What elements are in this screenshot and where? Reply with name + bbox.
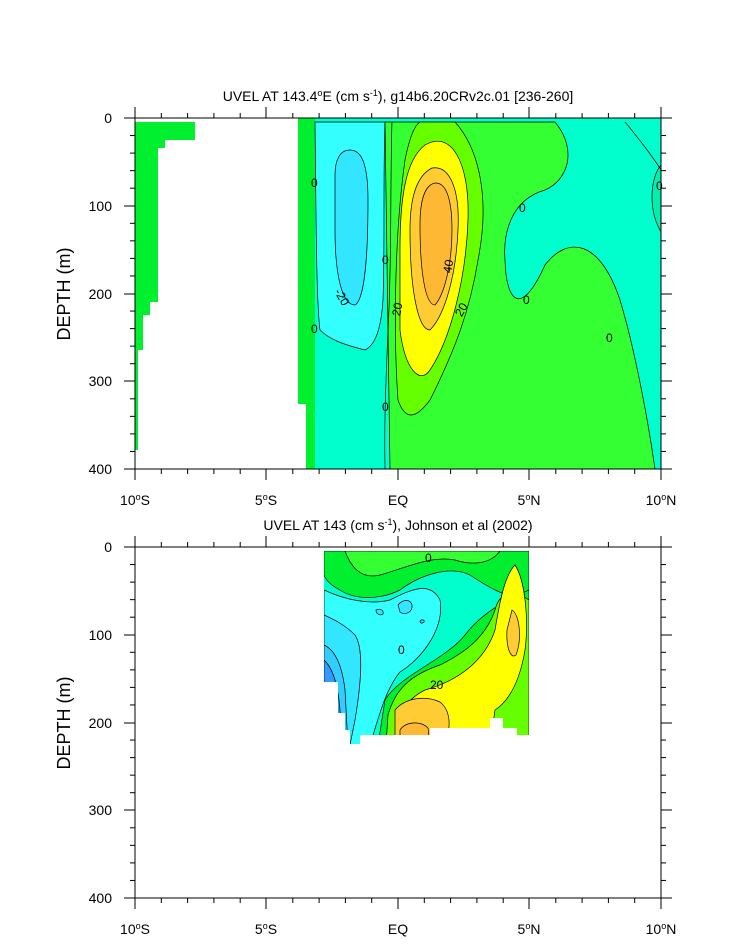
bottom-clabel-2: 0 <box>398 643 405 657</box>
bottom-xtick-5s: 5oS <box>255 921 277 937</box>
bottom-gold-south <box>394 697 450 744</box>
bottom-blob-2 <box>375 608 384 616</box>
top-ytick-0: 0 <box>104 110 112 126</box>
top-clabel-11: 0 <box>606 331 613 345</box>
bottom-minor-ticks <box>130 542 666 903</box>
top-xtick-5n: 5oN <box>518 492 541 508</box>
top-land-mask-left <box>195 122 306 469</box>
bottom-orange <box>399 722 431 744</box>
top-clabel-6: 20 <box>389 301 405 317</box>
bottom-blob-1 <box>397 600 413 614</box>
top-xtick-10s: 10oS <box>120 492 150 508</box>
bottom-ylabel: DEPTH (m) <box>54 677 74 770</box>
top-clabel-4: 0 <box>382 253 389 267</box>
top-xtick-eq: EQ <box>388 492 408 508</box>
bottom-ytick-300: 300 <box>89 802 113 818</box>
top-minus20-core <box>334 149 369 306</box>
top-west-strip <box>135 122 195 450</box>
bottom-x-tick-labels: 10oS 5oS EQ 5oN 10oN <box>120 921 676 937</box>
top-clabel-10: 0 <box>523 293 530 307</box>
top-land-mask-left2 <box>135 352 143 469</box>
top-clabel-7: 40 <box>440 258 456 274</box>
top-contour-fill <box>135 118 661 469</box>
bottom-blob-3 <box>419 619 425 624</box>
top-clabel-9: 0 <box>519 201 526 215</box>
top-ytick-100: 100 <box>89 198 113 214</box>
top-zero-line-equator <box>384 121 393 469</box>
bottom-contour-labels: 0 0 20 <box>398 551 444 692</box>
top-ytick-300: 300 <box>89 373 113 389</box>
top-clabel-1: 0 <box>311 176 318 190</box>
top-panel: UVEL AT 143.4oE (cm s-1), g14b6.20CRv2c.… <box>54 88 676 508</box>
top-minor-ticks <box>130 113 666 474</box>
bottom-contour-fill <box>324 551 529 744</box>
bottom-xtick-10s: 10oS <box>120 921 150 937</box>
bottom-xtick-eq: EQ <box>388 921 408 937</box>
top-zero-line-east <box>624 121 661 171</box>
bottom-ytick-200: 200 <box>89 715 113 731</box>
top-ylabel: DEPTH (m) <box>54 248 74 341</box>
bottom-ticks <box>124 536 672 909</box>
top-west-green-strip <box>298 118 315 469</box>
bottom-panel: UVEL AT 143 (cm s-1), Johnson et al (200… <box>54 517 676 937</box>
top-y-tick-labels: 0 100 200 300 400 <box>89 110 113 477</box>
top-x-tick-labels: 10oS 5oS EQ 5oN 10oN <box>120 492 676 508</box>
bottom-y-tick-labels: 0 100 200 300 400 <box>89 539 113 906</box>
top-xtick-5s: 5oS <box>255 492 277 508</box>
bottom-ytick-100: 100 <box>89 627 113 643</box>
top-ticks <box>124 107 672 480</box>
bottom-clabel-3: 20 <box>430 678 444 692</box>
bottom-top-green-inner <box>344 551 501 577</box>
top-ytick-200: 200 <box>89 286 113 302</box>
top-orange-core <box>419 182 453 306</box>
top-clabel-8: 20 <box>452 300 471 319</box>
top-clabel-2: 0 <box>311 322 318 336</box>
bottom-xtick-10n: 10oN <box>646 921 677 937</box>
bottom-ytick-0: 0 <box>104 539 112 555</box>
top-title: UVEL AT 143.4oE (cm s-1), g14b6.20CRv2c.… <box>223 88 574 104</box>
bottom-xtick-5n: 5oN <box>518 921 541 937</box>
top-xtick-10n: 10oN <box>646 492 677 508</box>
bottom-ytick-400: 400 <box>89 890 113 906</box>
top-ytick-400: 400 <box>89 461 113 477</box>
top-clabel-12: 0 <box>656 179 663 193</box>
bottom-gold-east <box>506 609 520 657</box>
top-clabel-5: 0 <box>382 400 389 414</box>
bottom-title: UVEL AT 143 (cm s-1), Johnson et al (200… <box>263 517 532 533</box>
bottom-clabel-1: 0 <box>425 551 432 565</box>
